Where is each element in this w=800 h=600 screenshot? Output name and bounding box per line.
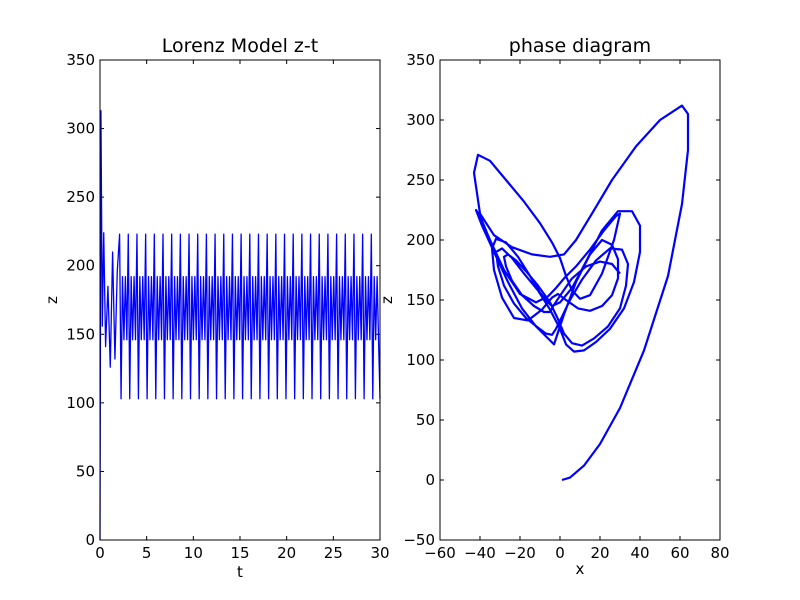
phase-ytick-label: −50 (403, 531, 435, 549)
zt-ytick-label: 250 (66, 188, 95, 206)
zt-y-ticks: 0 50 100 150 200 250 300 350 (66, 51, 380, 549)
zt-ytick-label: 200 (66, 257, 95, 275)
zt-ytick-label: 300 (66, 120, 95, 138)
phase-ytick-label: 350 (406, 51, 435, 69)
phase-ytick-label: 50 (416, 411, 435, 429)
phase-ytick-label: 250 (406, 171, 435, 189)
phase-series-line (472, 104, 690, 482)
phase-xtick-label: 60 (670, 544, 689, 562)
phase-xtick-label: 40 (630, 544, 649, 562)
zt-xtick-label: 30 (370, 544, 389, 562)
phase-y-ticks: −50 0 50 100 150 200 250 300 350 (403, 51, 720, 549)
phase-title: phase diagram (509, 35, 651, 57)
zt-ytick-label: 150 (66, 325, 95, 343)
zt-axes-frame (99, 59, 381, 541)
phase-ytick-label: 150 (406, 291, 435, 309)
zt-title: Lorenz Model z-t (162, 35, 318, 57)
phase-axes-frame (439, 59, 721, 541)
phase-ylabel: z (378, 296, 396, 304)
zt-xtick-label: 10 (184, 544, 203, 562)
zt-series-line (99, 110, 381, 541)
phase-ytick-label: 0 (425, 471, 435, 489)
zt-ytick-label: 100 (66, 394, 95, 412)
phase-xlabel: x (576, 560, 585, 578)
zt-xtick-label: 25 (324, 544, 343, 562)
phase-xtick-label: −40 (464, 544, 496, 562)
zt-ytick-label: 0 (85, 531, 95, 549)
zt-ytick-label: 350 (66, 51, 95, 69)
phase-xtick-label: 0 (555, 544, 565, 562)
phase-ytick-label: 300 (406, 111, 435, 129)
phase-xtick-label: 80 (710, 544, 729, 562)
zt-xtick-label: 15 (230, 544, 249, 562)
phase-xtick-label: 20 (590, 544, 609, 562)
phase-ytick-label: 100 (406, 351, 435, 369)
phase-xtick-label: −20 (504, 544, 536, 562)
phase-x-ticks: −60 −40 −20 0 20 40 60 80 (424, 60, 730, 562)
zt-xtick-label: 20 (277, 544, 296, 562)
zt-x-ticks: 0 5 10 15 20 25 30 (95, 60, 390, 562)
zt-xtick-label: 0 (95, 544, 105, 562)
phase-xtick-label: −60 (424, 544, 456, 562)
zt-ytick-label: 50 (76, 462, 95, 480)
zt-xlabel: t (237, 563, 243, 581)
zt-ylabel: z (43, 296, 61, 304)
phase-ytick-label: 200 (406, 231, 435, 249)
zt-xtick-label: 5 (142, 544, 152, 562)
